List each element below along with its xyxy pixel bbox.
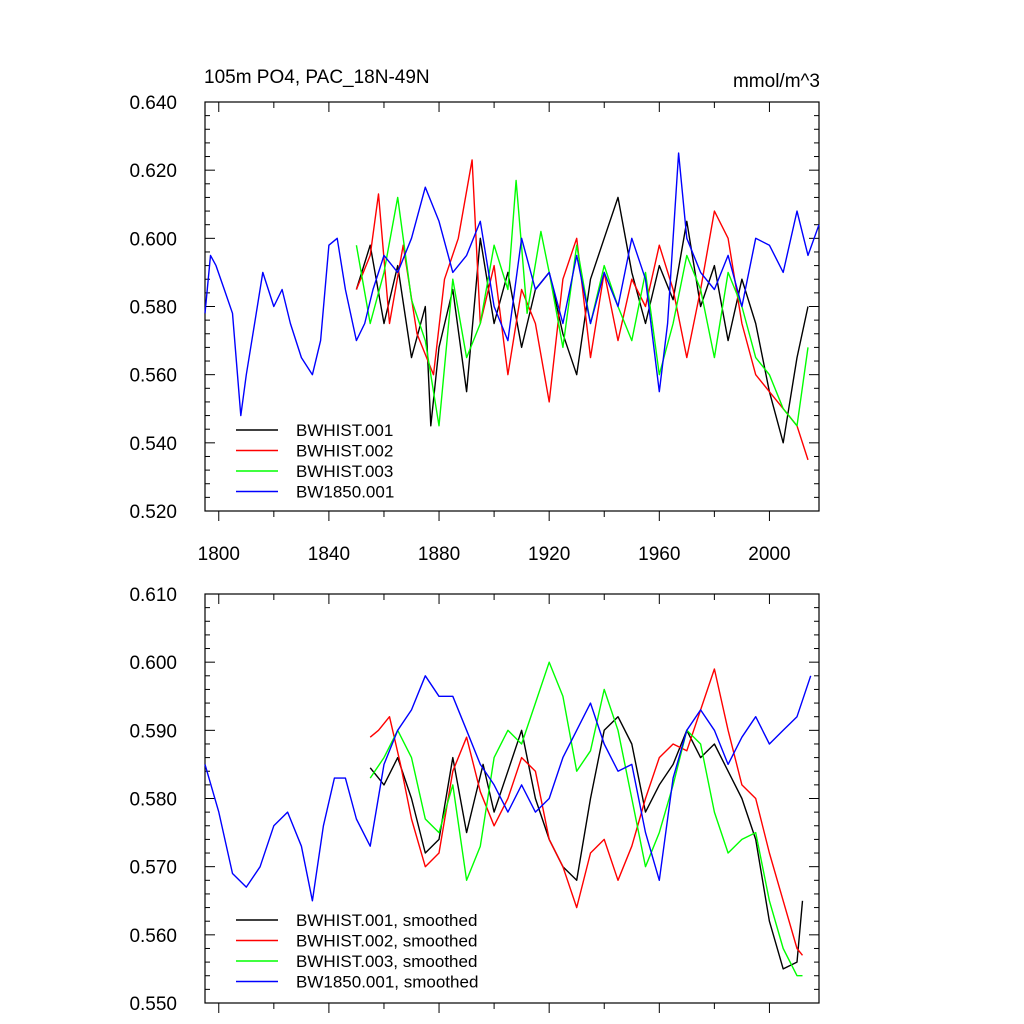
top-ytick-label: 0.560 xyxy=(129,366,177,387)
bottom-series-line-3 xyxy=(369,661,803,977)
top-legend-label-2: BWHIST.002 xyxy=(296,442,393,461)
bottom-ytick-label: 0.590 xyxy=(129,721,177,742)
bottom-legend-label-3: BWHIST.003, smoothed xyxy=(296,952,477,971)
bottom-ytick-label: 0.560 xyxy=(129,926,177,947)
top-ytick-label: 0.540 xyxy=(129,434,177,455)
top-legend-label-1: BWHIST.001 xyxy=(296,421,393,440)
top-ytick-label: 0.600 xyxy=(129,229,177,250)
top-ytick-label: 0.620 xyxy=(129,161,177,182)
top-xtick-label: 1920 xyxy=(528,544,570,565)
bottom-ytick-label: 0.570 xyxy=(129,858,177,879)
bottom-series-line-1 xyxy=(369,716,804,970)
top-ytick-label: 0.640 xyxy=(129,93,177,114)
top-panel: 105m PO4, PAC_18N-49N mmol/m^3 0.520 0.54… xyxy=(129,67,820,565)
top-legend-label-4: BW1850.001 xyxy=(296,483,394,502)
top-series-line-4 xyxy=(204,152,820,417)
top-ytick-label: 0.580 xyxy=(129,298,177,319)
top-series-line-3 xyxy=(355,179,809,427)
bottom-legend-label-4: BW1850.001, smoothed xyxy=(296,973,478,992)
bottom-legend-label-2: BWHIST.002, smoothed xyxy=(296,932,477,951)
top-chart-title: 105m PO4, PAC_18N-49N xyxy=(204,67,430,88)
top-ytick-label: 0.520 xyxy=(129,502,177,523)
top-series-line-1 xyxy=(355,196,809,444)
top-chart-units: mmol/m^3 xyxy=(733,71,820,92)
bottom-ytick-label: 0.550 xyxy=(129,994,177,1015)
top-legend-label-3: BWHIST.003 xyxy=(296,462,393,481)
top-xtick-label: 2000 xyxy=(748,544,790,565)
bottom-ytick-label: 0.600 xyxy=(129,653,177,674)
top-xtick-label: 1880 xyxy=(418,544,460,565)
top-xtick-label: 1800 xyxy=(198,544,240,565)
top-xtick-label: 1840 xyxy=(308,544,350,565)
bottom-ytick-label: 0.580 xyxy=(129,790,177,811)
bottom-series-line-4 xyxy=(204,675,812,902)
bottom-panel: 0.550 0.560 0.570 0.580 0.590 0.600 0.610 BWHIS… xyxy=(129,585,820,1015)
bottom-legend-label-1: BWHIST.001, smoothed xyxy=(296,911,477,930)
bottom-series-line-2 xyxy=(369,668,804,956)
top-xtick-label: 1960 xyxy=(638,544,680,565)
bottom-ytick-label: 0.610 xyxy=(129,585,177,606)
